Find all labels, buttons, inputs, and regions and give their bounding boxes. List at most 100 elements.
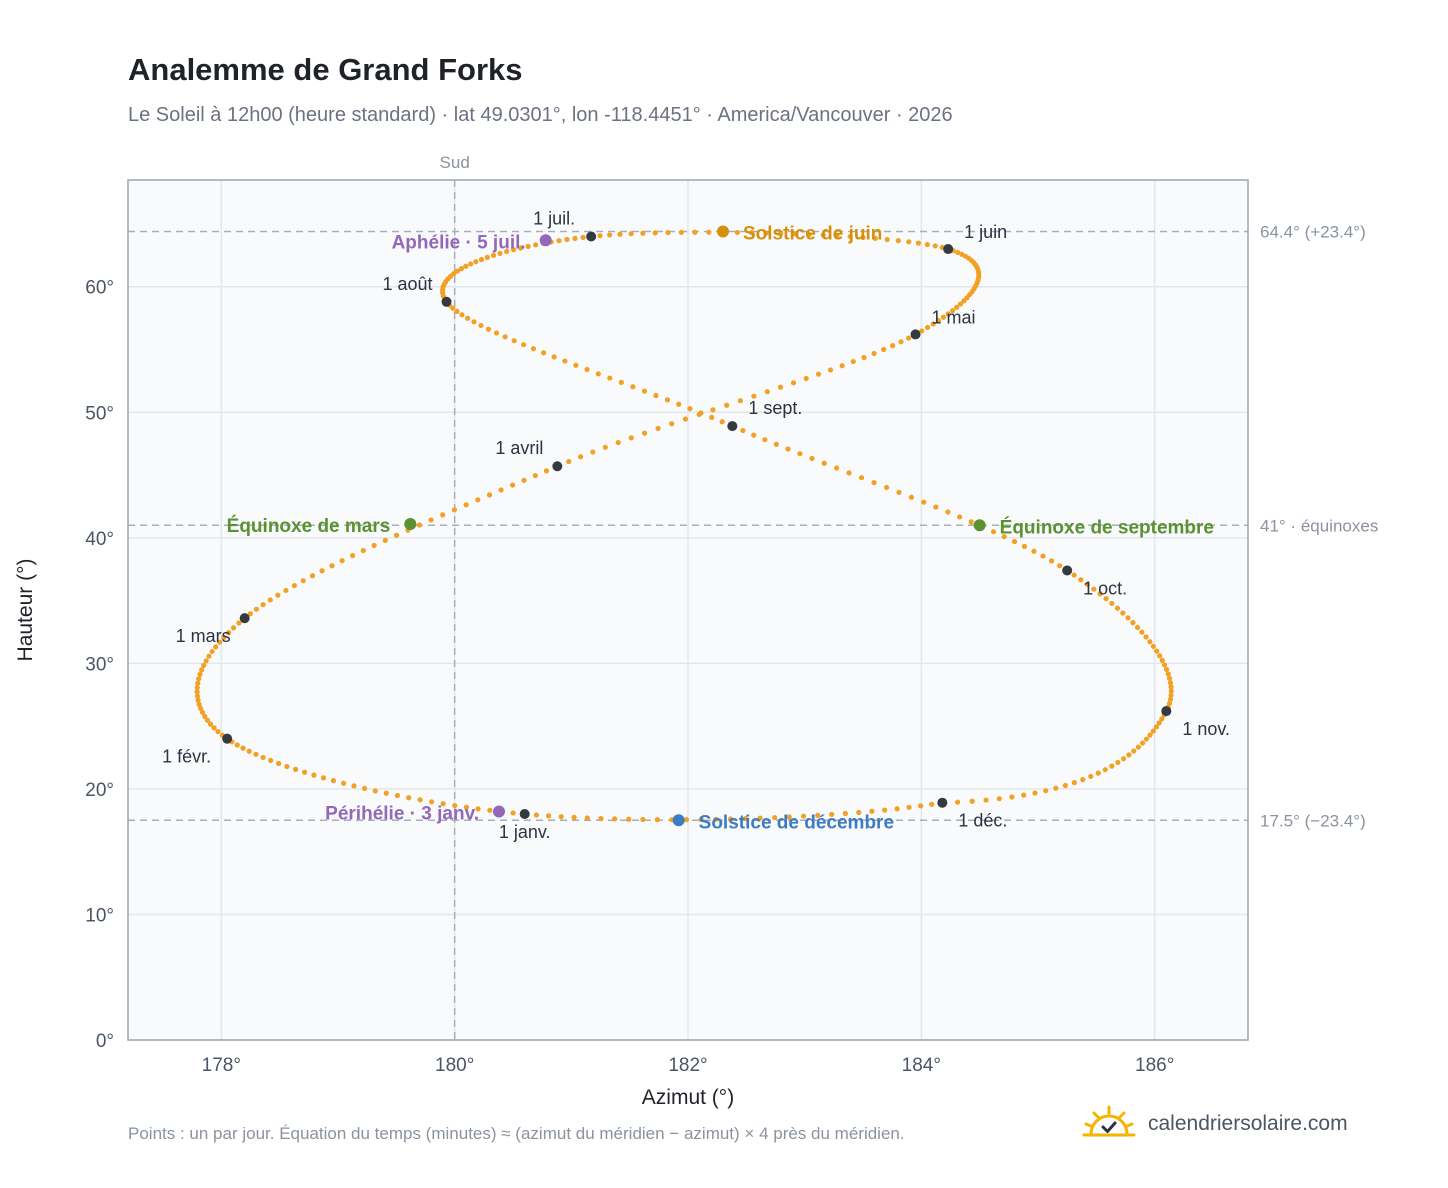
daily-point	[361, 785, 368, 792]
daily-point	[792, 231, 798, 237]
daily-point	[417, 797, 423, 803]
daily-point	[728, 816, 734, 822]
daily-point	[1021, 543, 1028, 549]
daily-point	[630, 384, 636, 390]
daily-point	[292, 766, 299, 772]
daily-point	[330, 778, 337, 784]
daily-point	[1120, 756, 1127, 762]
daily-point	[898, 339, 904, 345]
month-marker	[586, 231, 597, 242]
daily-point	[1165, 671, 1171, 677]
daily-point	[895, 238, 901, 244]
daily-point	[1125, 615, 1131, 621]
daily-point	[607, 375, 613, 381]
y-tick-label: 10°	[85, 905, 114, 926]
brand[interactable]: calendriersolaire.com	[1082, 1104, 1348, 1144]
daily-point	[572, 235, 578, 241]
daily-point	[204, 717, 211, 723]
daily-point	[834, 465, 840, 471]
daily-point	[1032, 790, 1038, 796]
daily-point	[428, 517, 434, 523]
daily-point	[871, 479, 877, 486]
daily-point	[573, 362, 579, 368]
daily-point	[1120, 610, 1126, 616]
month-marker	[1161, 706, 1172, 717]
daily-point	[195, 680, 201, 686]
x-tick-label: 182°	[668, 1055, 707, 1076]
daily-point	[475, 497, 481, 503]
daily-point	[1097, 591, 1103, 597]
daily-point	[1115, 759, 1121, 766]
daily-point	[1071, 780, 1077, 786]
daily-point	[894, 806, 900, 812]
daily-point	[1057, 563, 1063, 569]
daily-point	[311, 772, 317, 778]
daily-point	[597, 233, 603, 239]
daily-point	[1153, 724, 1160, 730]
daily-point	[440, 801, 446, 807]
daily-point	[475, 806, 481, 812]
daily-point	[309, 573, 316, 579]
daily-point	[797, 451, 803, 457]
daily-point	[1084, 581, 1091, 588]
month-marker	[239, 613, 250, 624]
daily-point	[525, 243, 531, 249]
daily-point	[806, 231, 812, 238]
daily-point	[664, 397, 671, 403]
daily-point	[518, 245, 524, 251]
daily-point	[211, 725, 217, 731]
daily-point	[861, 354, 867, 361]
daily-point	[957, 301, 964, 307]
daily-point	[1062, 782, 1068, 789]
daily-point	[1021, 792, 1027, 798]
month-marker	[519, 809, 530, 820]
daily-point	[584, 366, 590, 373]
daily-point	[935, 318, 942, 324]
daily-point	[640, 816, 646, 823]
daily-point	[1143, 736, 1150, 742]
daily-point	[1168, 692, 1174, 698]
event-label: Équinoxe de mars	[227, 515, 391, 537]
daily-point	[521, 477, 527, 483]
daily-point	[959, 251, 965, 257]
daily-point	[260, 754, 266, 761]
x-tick-label: 186°	[1135, 1055, 1174, 1076]
y-tick-label: 20°	[85, 780, 114, 801]
month-marker	[937, 797, 948, 808]
daily-point	[724, 402, 730, 408]
daily-point	[687, 406, 693, 412]
daily-point	[955, 799, 961, 805]
daily-point	[955, 249, 961, 256]
daily-point	[757, 815, 763, 821]
daily-point	[1156, 720, 1162, 726]
daily-point	[856, 809, 862, 816]
month-markers: 1 janv. 1 févr. 1 mars 1 avril 1 mai 1 juin 1 …	[162, 208, 1230, 842]
daily-point	[372, 788, 378, 794]
daily-point	[1088, 773, 1094, 780]
daily-point	[196, 701, 202, 707]
daily-point	[201, 662, 207, 668]
daily-point	[871, 350, 877, 357]
daily-point	[1167, 696, 1174, 703]
daily-point	[742, 815, 749, 822]
daily-point	[1154, 648, 1160, 654]
y-axis-label: Hauteur (°)	[14, 559, 37, 662]
daily-point	[459, 312, 465, 318]
daily-point	[393, 532, 400, 538]
daily-point	[1078, 577, 1084, 583]
daily-point	[929, 801, 935, 807]
daily-point	[1135, 744, 1141, 750]
daily-point	[628, 231, 634, 237]
daily-point	[1001, 534, 1007, 540]
daily-point	[371, 542, 377, 549]
daily-point	[440, 512, 446, 518]
daily-point	[772, 814, 778, 821]
daily-point	[1091, 586, 1097, 592]
daily-point	[340, 780, 347, 786]
daily-point	[820, 232, 826, 238]
daily-point	[452, 802, 458, 809]
daily-point	[1009, 794, 1015, 800]
daily-point	[493, 330, 500, 336]
daily-point	[267, 597, 273, 603]
daily-point	[580, 234, 586, 240]
